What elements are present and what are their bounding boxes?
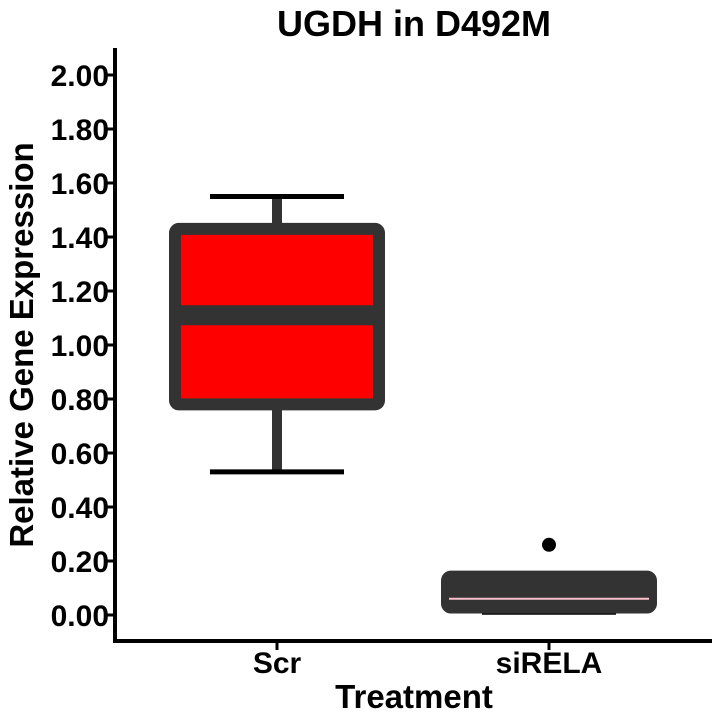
x-axis-title: Treatment bbox=[335, 678, 493, 715]
x-tick-label: siRELA bbox=[496, 647, 603, 680]
y-tick-label: 2.00 bbox=[51, 60, 109, 93]
y-tick-label: 0.20 bbox=[51, 546, 109, 579]
chart-title: UGDH in D492M bbox=[277, 3, 551, 44]
iqr-box bbox=[441, 570, 657, 614]
y-tick-label: 1.00 bbox=[51, 330, 109, 363]
box-siRELA bbox=[441, 537, 657, 615]
y-tick-label: 0.40 bbox=[51, 492, 109, 525]
outlier-point bbox=[542, 537, 556, 552]
plot-area bbox=[169, 194, 657, 615]
y-tick-label: 0.60 bbox=[51, 438, 109, 471]
box-Scr bbox=[169, 194, 385, 475]
y-tick-label: 0.00 bbox=[51, 600, 109, 633]
y-tick-label: 1.40 bbox=[51, 222, 109, 255]
y-tick-label: 0.80 bbox=[51, 384, 109, 417]
y-tick-label: 1.20 bbox=[51, 276, 109, 309]
ticks: 0.00 0.20 0.40 0.60 0.80 1.00 1.20 1.40 1.60 1.80… bbox=[51, 60, 603, 680]
y-axis-title: Relative Gene Expression bbox=[3, 142, 40, 547]
y-tick-label: 1.80 bbox=[51, 114, 109, 147]
y-tick-label: 1.60 bbox=[51, 168, 109, 201]
x-tick-label: Scr bbox=[253, 647, 302, 680]
